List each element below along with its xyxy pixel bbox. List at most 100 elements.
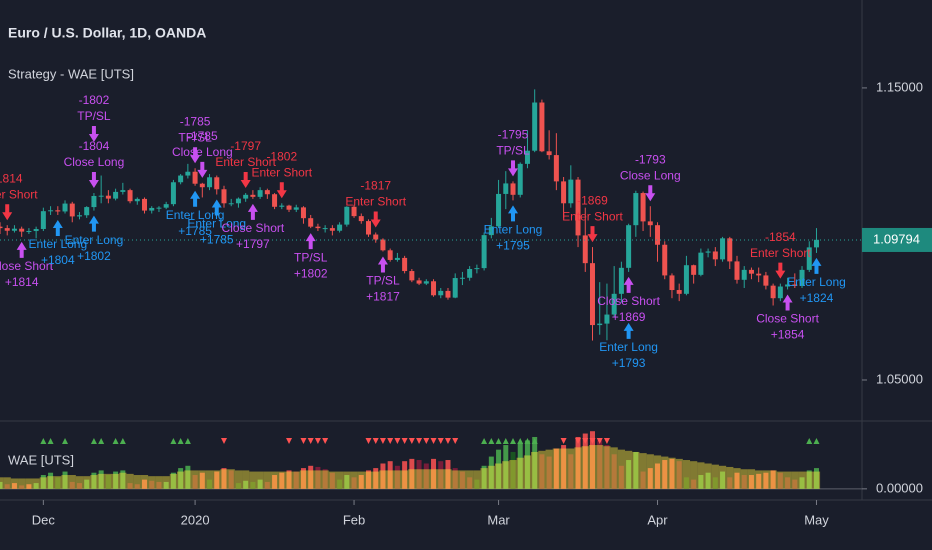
signal-id: +1804 — [41, 253, 75, 267]
signal-kind: Close Long — [64, 155, 125, 169]
explosion-area — [625, 450, 633, 489]
candle-body — [806, 247, 812, 270]
explosion-area — [776, 471, 784, 489]
signal-kind: Enter Long — [187, 217, 246, 231]
signal: Enter Long +1802 — [65, 215, 124, 263]
trend-bar — [510, 451, 516, 489]
trend-bar — [69, 481, 75, 489]
trend-bar — [373, 468, 379, 489]
signal-arrow — [276, 182, 287, 199]
trend-bar — [156, 481, 162, 489]
explosion-area — [682, 460, 691, 489]
signal-kind: TP/SL — [294, 250, 328, 264]
candle-body — [792, 284, 798, 286]
trend-bar — [394, 465, 400, 489]
candle-body — [279, 205, 285, 207]
explosion-area — [415, 469, 423, 489]
trend-bar — [655, 463, 661, 489]
trend-bar — [199, 472, 205, 489]
explosion-area — [177, 471, 185, 489]
candle-body — [84, 207, 90, 216]
trend-bar — [62, 471, 68, 489]
trend-bar — [170, 472, 176, 489]
candle-body — [481, 235, 487, 269]
trend-bar — [705, 472, 711, 489]
signal: Close Short +1797 — [222, 203, 285, 251]
signal: TP/SL +1802 — [294, 233, 328, 280]
candle-body — [734, 261, 740, 280]
explosion-area — [299, 470, 308, 489]
explosion-area — [119, 472, 127, 489]
trend-bar — [55, 477, 61, 489]
candle-body — [98, 195, 104, 197]
candle-body — [741, 269, 747, 280]
pane-title: WAE [UTS] — [8, 452, 74, 467]
trend-bar — [546, 456, 552, 489]
trend-bar — [792, 479, 798, 489]
trend-bar — [358, 475, 364, 489]
signal-arrow — [782, 294, 793, 311]
candle-body — [315, 226, 321, 229]
candle-body — [676, 290, 682, 294]
candle-body — [185, 171, 191, 176]
explosion-area — [393, 470, 402, 489]
trend-bar — [589, 431, 595, 489]
candle-body — [127, 190, 133, 202]
candle-body — [459, 277, 465, 279]
signal-arrow — [305, 233, 316, 250]
candle-body — [387, 250, 393, 260]
candle-body — [163, 204, 169, 208]
study-title: Strategy - WAE [UTS] — [8, 66, 134, 81]
trend-bar — [459, 471, 465, 489]
trend-bar — [467, 477, 473, 489]
candle-body — [344, 206, 350, 225]
explosion-area — [3, 477, 11, 489]
explosion-area — [545, 449, 553, 489]
explosion-area — [111, 473, 120, 489]
trend-bar — [517, 442, 523, 489]
explosion-area — [791, 471, 799, 489]
candle-body — [394, 257, 400, 260]
trend-bar — [40, 475, 46, 489]
signal-arrow — [587, 226, 598, 243]
signal: TP/SL -1795 — [496, 128, 530, 177]
candle-body — [11, 228, 17, 231]
buy-triangle — [47, 438, 54, 444]
trend-bar — [113, 471, 119, 489]
candle-body — [235, 198, 241, 204]
signal-kind: Enter Long — [65, 233, 124, 247]
candle-body — [698, 252, 704, 275]
trend-bar — [380, 463, 386, 489]
trend-bar — [163, 481, 169, 489]
trend-bar — [214, 471, 220, 489]
explosion-area — [68, 475, 76, 489]
signal-id: -1804 — [79, 139, 110, 153]
trend-bar — [337, 479, 343, 489]
explosion-area — [162, 476, 170, 489]
trend-bar — [561, 445, 567, 489]
trend-bar — [727, 477, 733, 489]
trend-bar — [720, 471, 726, 489]
trend-bar — [279, 472, 285, 489]
candle-body — [134, 198, 140, 202]
signal-arrow — [211, 199, 222, 216]
explosion-area — [690, 461, 698, 489]
trend-bar — [315, 466, 321, 489]
candle-body — [532, 102, 538, 151]
signal-kind: Enter Long — [166, 208, 225, 222]
candle-body — [785, 284, 791, 287]
candle-body — [799, 269, 805, 286]
candle-body — [423, 281, 429, 284]
trend-bar — [329, 472, 335, 489]
candle-body — [438, 290, 444, 296]
trend-bar — [351, 477, 357, 489]
candle-body — [597, 323, 603, 326]
trend-bar — [221, 468, 227, 489]
explosion-area — [523, 455, 532, 489]
explosion-area — [769, 470, 777, 489]
explosion-area — [90, 475, 98, 489]
trend-bar — [91, 472, 97, 489]
explosion-area — [343, 471, 351, 489]
signal-id: +1797 — [236, 237, 270, 251]
signal-id: -1802 — [266, 149, 297, 163]
